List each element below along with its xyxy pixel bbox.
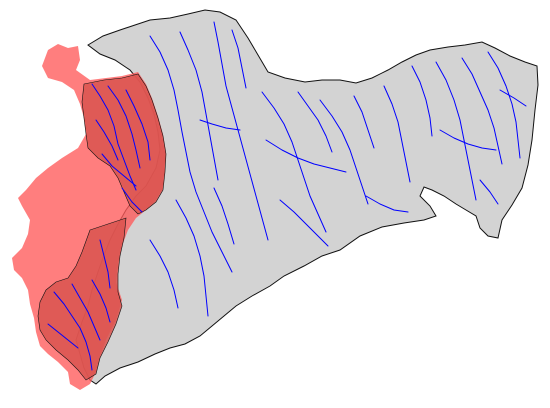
river-line <box>279 199 329 247</box>
river-line <box>91 279 111 323</box>
river-line <box>487 51 521 159</box>
river-line <box>179 31 219 181</box>
river-network <box>47 21 527 371</box>
river-line <box>353 95 375 149</box>
river-line <box>121 187 143 213</box>
river-line <box>499 89 527 107</box>
river-line <box>479 179 499 205</box>
river-line <box>101 153 137 187</box>
river-line <box>53 291 93 371</box>
river-line <box>319 99 369 205</box>
river-line <box>91 83 137 191</box>
river-line <box>297 91 333 153</box>
river-line <box>149 35 233 273</box>
river-line <box>175 199 209 317</box>
river-line <box>265 139 347 173</box>
river-line <box>47 323 79 349</box>
river-line <box>261 91 327 233</box>
river-line <box>411 65 433 137</box>
river-line <box>435 61 477 201</box>
river-line <box>71 283 101 341</box>
river-line <box>231 29 247 89</box>
river-line <box>99 239 111 289</box>
river-line <box>199 119 241 131</box>
river-line <box>439 129 497 151</box>
river-line <box>383 85 411 183</box>
river-line <box>213 187 235 245</box>
river-line <box>461 57 503 165</box>
river-line <box>125 89 151 161</box>
highlight-overlap-upper <box>81 73 167 215</box>
river-line <box>95 119 119 161</box>
highlight-overlap-lower <box>37 217 127 381</box>
river-line <box>149 239 179 309</box>
river-line <box>107 85 141 169</box>
river-line <box>365 195 409 213</box>
